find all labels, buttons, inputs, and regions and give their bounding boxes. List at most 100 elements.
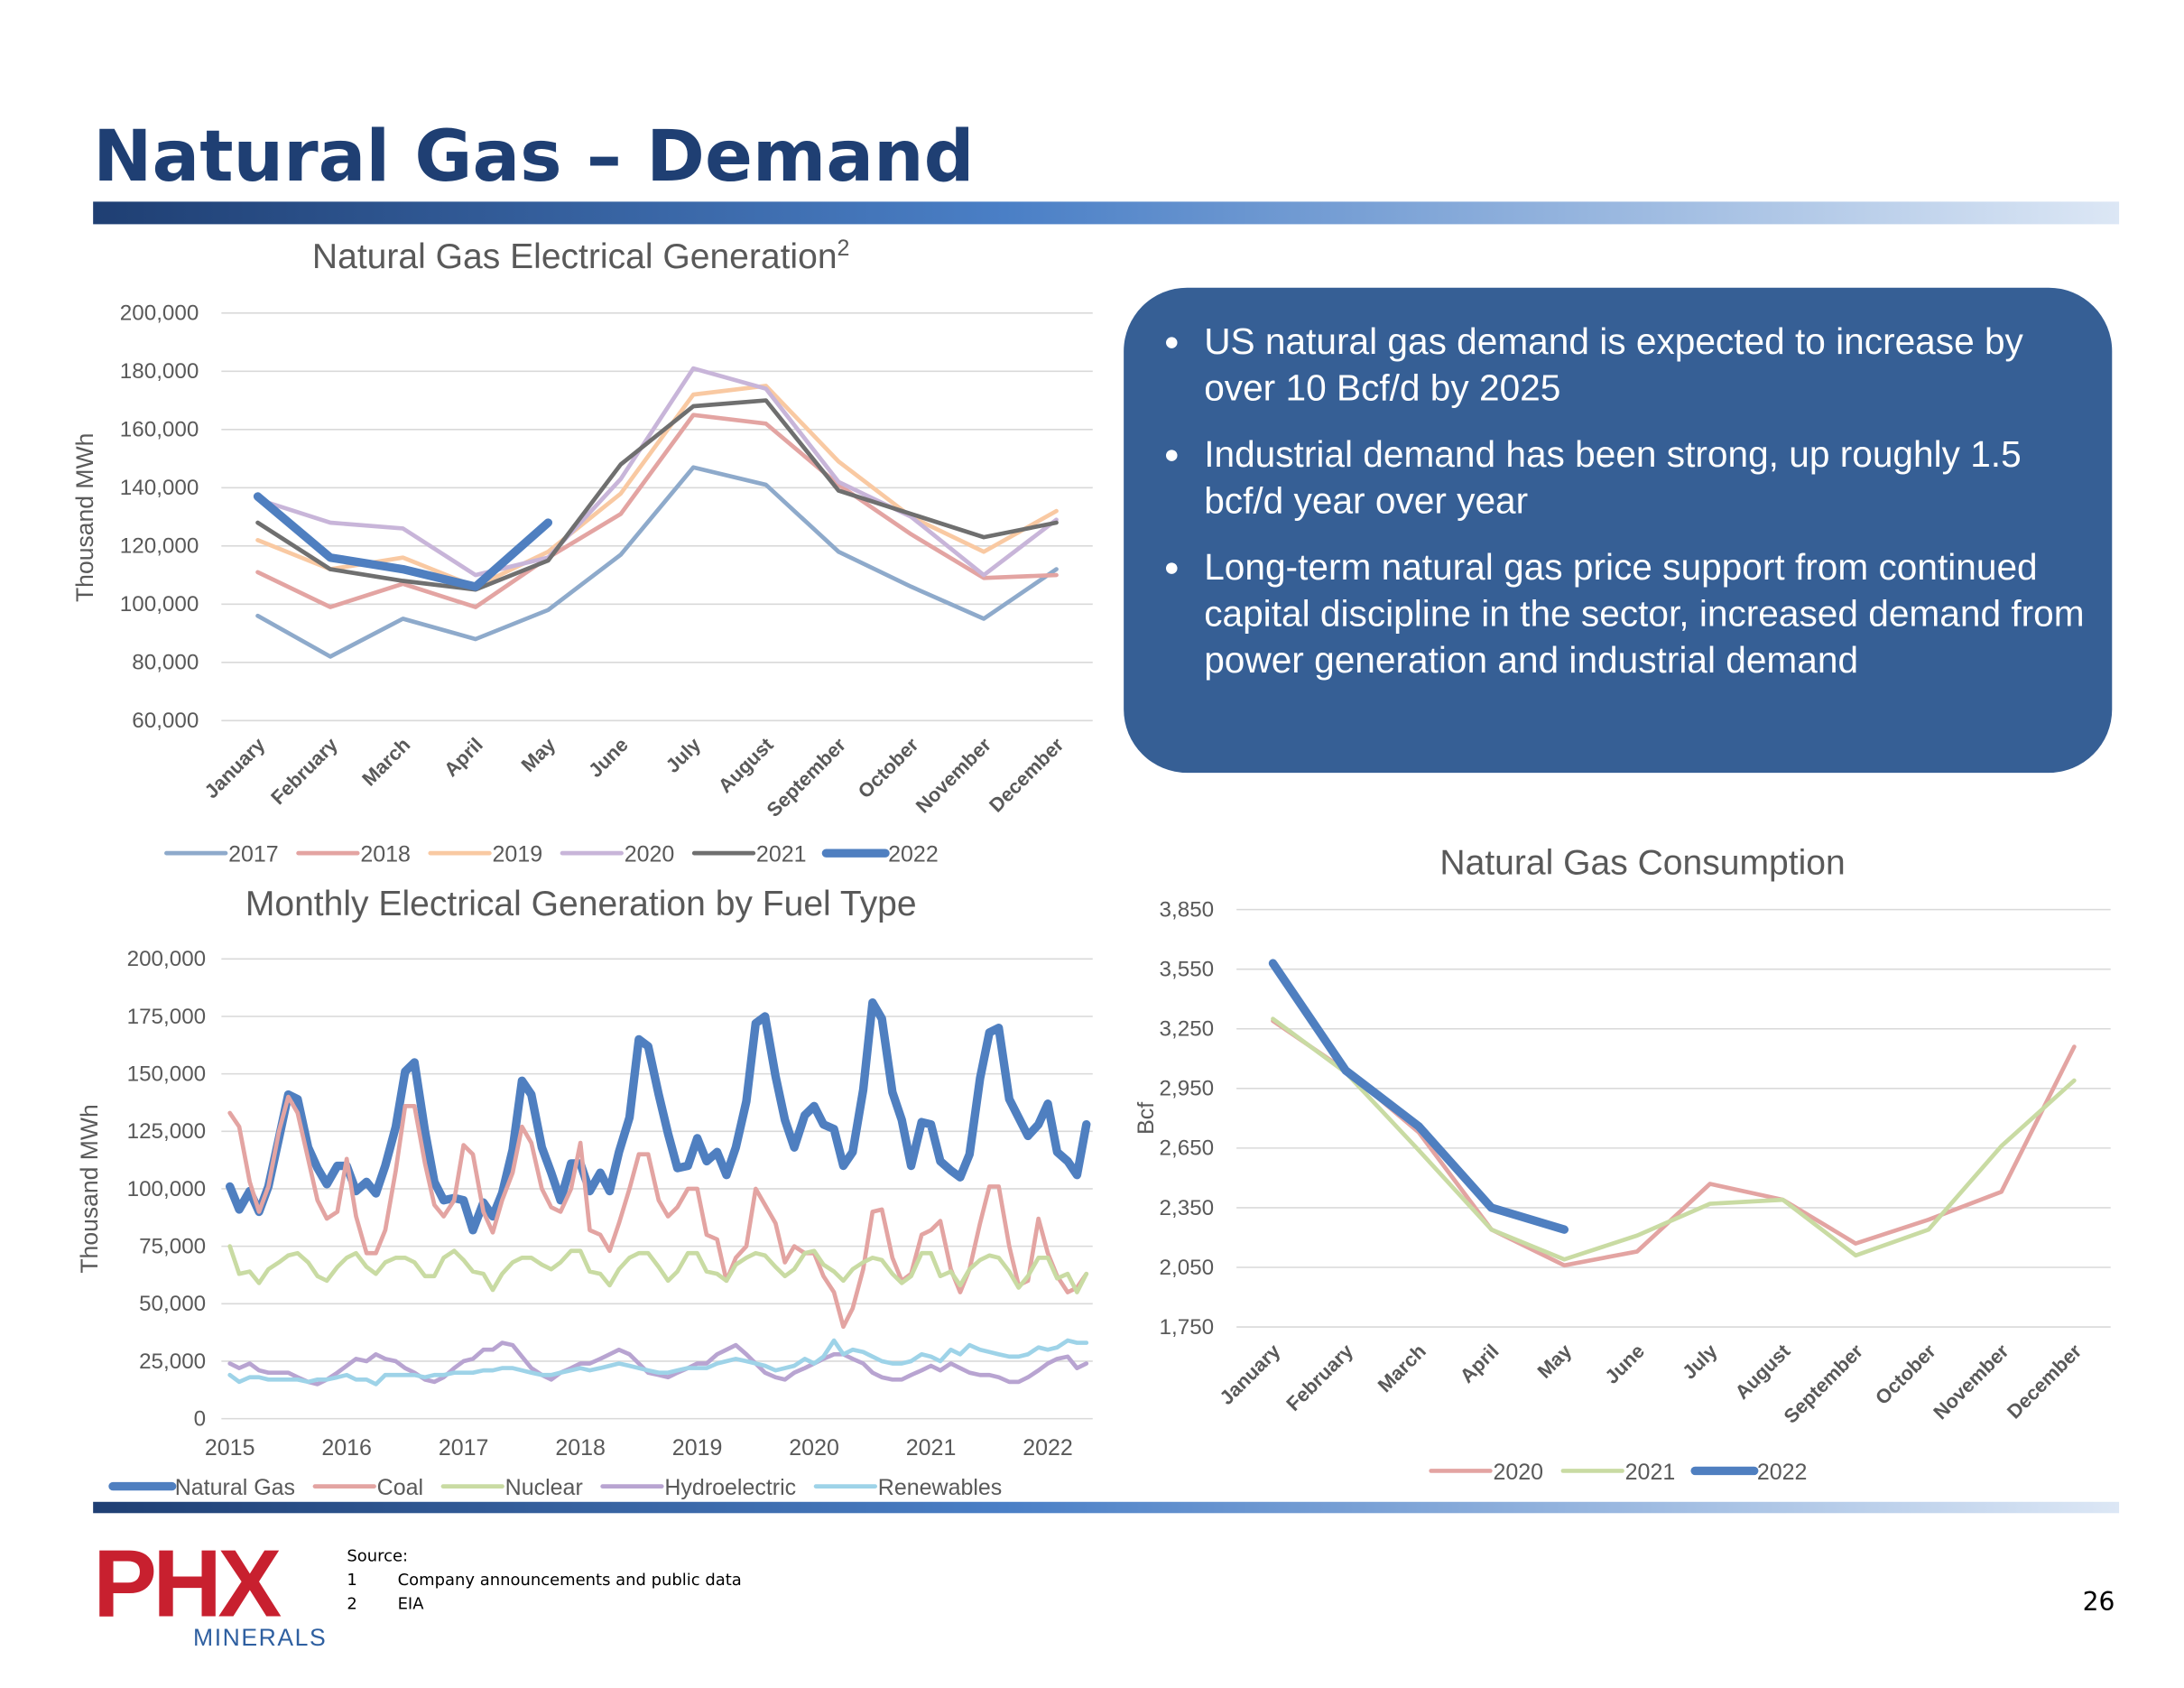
x-tick-label: April [1456,1340,1504,1387]
y-tick-label: 120,000 [120,534,199,559]
legend-label: 2021 [1625,1460,1676,1485]
x-tick-label: February [1282,1339,1357,1414]
x-tick-label: August [1730,1340,1794,1404]
x-tick-label: 2017 [439,1435,489,1461]
series-line [1271,1018,2077,1268]
y-tick-label: 200,000 [120,301,199,326]
series-line [1268,959,1569,1234]
legend-label: 2020 [625,842,675,867]
x-tick-label: 2020 [789,1435,839,1461]
series-line [255,398,1059,592]
x-tick-label: June [584,733,633,782]
series-line [227,1094,1089,1330]
y-tick-label: 160,000 [120,418,199,442]
x-tick-label: October [854,733,923,802]
y-axis-label: Thousand MWh [71,433,98,602]
y-tick-label: 1,750 [1160,1315,1215,1340]
y-tick-label: 3,550 [1160,958,1215,982]
legend-label: 2017 [228,842,279,867]
y-tick-label: 2,350 [1160,1196,1215,1220]
source-number: 1 [347,1571,356,1590]
series-line [227,1244,1089,1294]
y-tick-label: 60,000 [132,709,199,733]
bullet: US natural gas demand is expected to inc… [1198,319,2092,412]
footer-bar [93,1501,2120,1514]
y-axis-label: Bcf [1134,1102,1159,1135]
source-heading: Source: [347,1546,408,1565]
x-tick-label: 2016 [321,1435,372,1461]
x-tick-label: 2015 [205,1435,255,1461]
x-tick-label: November [1929,1340,2013,1424]
x-tick-label: April [440,733,487,781]
series-line [255,384,1059,589]
logo-tagline: MINERALS [193,1624,327,1651]
series-line [226,998,1091,1235]
x-tick-label: February [266,733,342,809]
x-tick-label: December [985,733,1069,817]
slide-title: Natural Gas – Demand [93,116,974,198]
series-line [253,492,553,591]
x-tick-label: September [1780,1340,1868,1428]
x-tick-label: May [517,733,560,776]
legend-label: Nuclear [505,1475,583,1500]
legend-label: 2022 [888,842,939,867]
source-text: Company announcements and public data [398,1571,742,1590]
bullet: Industrial demand has been strong, up ro… [1198,431,2092,524]
series-line [227,1338,1089,1387]
x-tick-label: January [1215,1339,1285,1409]
header-bar [93,201,2120,225]
y-tick-label: 80,000 [132,651,199,675]
y-tick-label: 150,000 [127,1062,206,1086]
page-number: 26 [2083,1587,2115,1617]
y-tick-label: 200,000 [127,947,206,971]
footnote-mark: 2 [838,236,850,261]
legend-label: Renewables [878,1475,1002,1500]
series-line [255,366,1059,578]
source-number: 2 [347,1595,356,1614]
bullet-list: US natural gas demand is expected to inc… [1159,319,2092,684]
x-tick-label: July [1678,1339,1722,1383]
x-tick-label: 2019 [672,1435,723,1461]
legend-label: 2018 [360,842,411,867]
bullet-container: US natural gas demand is expected to inc… [1159,319,2092,765]
y-tick-label: 140,000 [120,476,199,500]
x-tick-label: October [1871,1340,1940,1409]
y-tick-label: 180,000 [120,359,199,384]
x-tick-label: 2018 [555,1435,606,1461]
bullet: Long-term natural gas price support from… [1198,544,2092,684]
logo-name: PHX [93,1529,281,1637]
y-tick-label: 75,000 [139,1234,206,1258]
x-tick-label: 2022 [1023,1435,1073,1461]
source-text: EIA [398,1595,425,1614]
x-tick-label: August [714,733,778,797]
x-tick-label: December [2003,1340,2087,1424]
x-tick-label: March [1374,1340,1430,1396]
x-tick-label: January [199,733,270,803]
legend-label: 2022 [1757,1460,1808,1485]
series-line [255,413,1059,609]
y-tick-label: 2,950 [1160,1077,1215,1101]
y-tick-label: 0 [194,1406,206,1431]
legend-label: Natural Gas [175,1475,295,1500]
x-tick-label: June [1600,1340,1649,1388]
y-tick-label: 2,650 [1160,1136,1215,1161]
chart-title: Natural Gas Consumption [1439,844,1845,883]
y-tick-label: 175,000 [127,1005,206,1029]
y-tick-label: 100,000 [120,592,199,617]
y-tick-label: 25,000 [139,1349,206,1374]
y-axis-label: Thousand MWh [76,1104,103,1273]
bullet-box [1124,287,2113,774]
chart-title-text: Natural Gas Electrical Generation [312,237,838,276]
x-tick-label: November [912,733,996,818]
legend-label: 2019 [493,842,543,867]
x-tick-label: July [662,733,706,777]
x-tick-label: March [357,733,414,790]
chart-title: Natural Gas Electrical Generation2 [312,236,850,276]
legend-label: 2021 [756,842,807,867]
y-tick-label: 3,850 [1160,897,1215,922]
y-tick-label: 2,050 [1160,1256,1215,1280]
y-tick-label: 100,000 [127,1177,206,1201]
legend-label: Coal [377,1475,423,1500]
legend-label: Hydroelectric [664,1475,796,1500]
